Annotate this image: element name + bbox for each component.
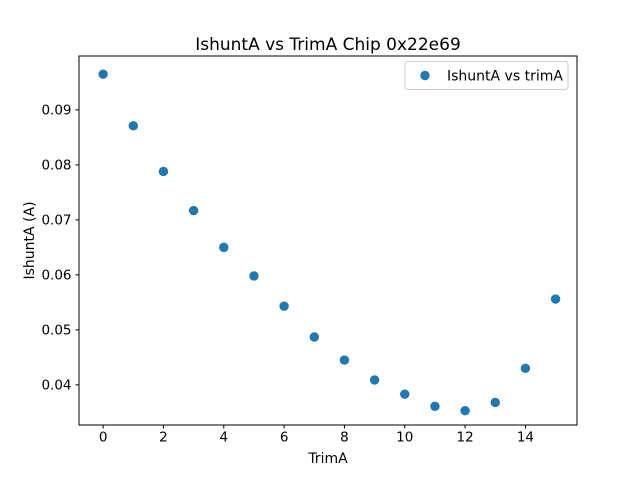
legend: IshuntA vs trimA <box>404 61 569 90</box>
x-tick-label: 6 <box>280 430 289 446</box>
data-point <box>460 406 470 416</box>
axis-ticks: 0 2 4 6 8 10 12 14 0.04 0.05 0.06 0.07 0.08 0.09 <box>41 103 534 446</box>
data-point <box>98 69 108 79</box>
legend-frame <box>404 61 569 90</box>
data-point <box>309 332 319 342</box>
x-tick-label: 14 <box>517 430 534 446</box>
y-tick-label: 0.04 <box>41 378 71 394</box>
data-point <box>400 389 410 399</box>
data-point <box>219 242 229 253</box>
data-point <box>520 363 531 374</box>
data-point <box>550 294 561 304</box>
data-point <box>128 121 138 131</box>
data-point <box>490 397 500 408</box>
x-tick-label: 10 <box>396 430 413 446</box>
data-point <box>339 355 350 365</box>
y-axis-label: IshuntA (A) <box>22 201 38 279</box>
legend-label: IshuntA vs trimA <box>447 68 563 84</box>
chart-title: IshuntA vs TrimA Chip 0x22e69 <box>195 35 461 55</box>
y-tick-label: 0.06 <box>41 268 71 284</box>
legend-marker-dot <box>420 70 430 81</box>
x-tick-label: 2 <box>159 430 168 446</box>
x-tick-label: 0 <box>99 430 108 446</box>
data-point <box>279 301 289 311</box>
x-tick-label: 12 <box>456 430 473 446</box>
data-points <box>98 69 561 416</box>
data-point <box>158 166 169 177</box>
data-point <box>369 375 380 385</box>
plot-area <box>78 55 578 426</box>
x-tick-label: 8 <box>340 430 349 446</box>
x-axis-label: TrimA <box>307 451 348 467</box>
y-tick-label: 0.08 <box>41 158 71 174</box>
data-point <box>430 401 440 412</box>
data-point <box>188 205 199 216</box>
y-tick-label: 0.09 <box>41 103 71 119</box>
y-tick-label: 0.05 <box>41 323 71 339</box>
data-point <box>249 271 259 281</box>
y-tick-label: 0.07 <box>41 213 71 229</box>
x-tick-label: 4 <box>219 430 228 446</box>
